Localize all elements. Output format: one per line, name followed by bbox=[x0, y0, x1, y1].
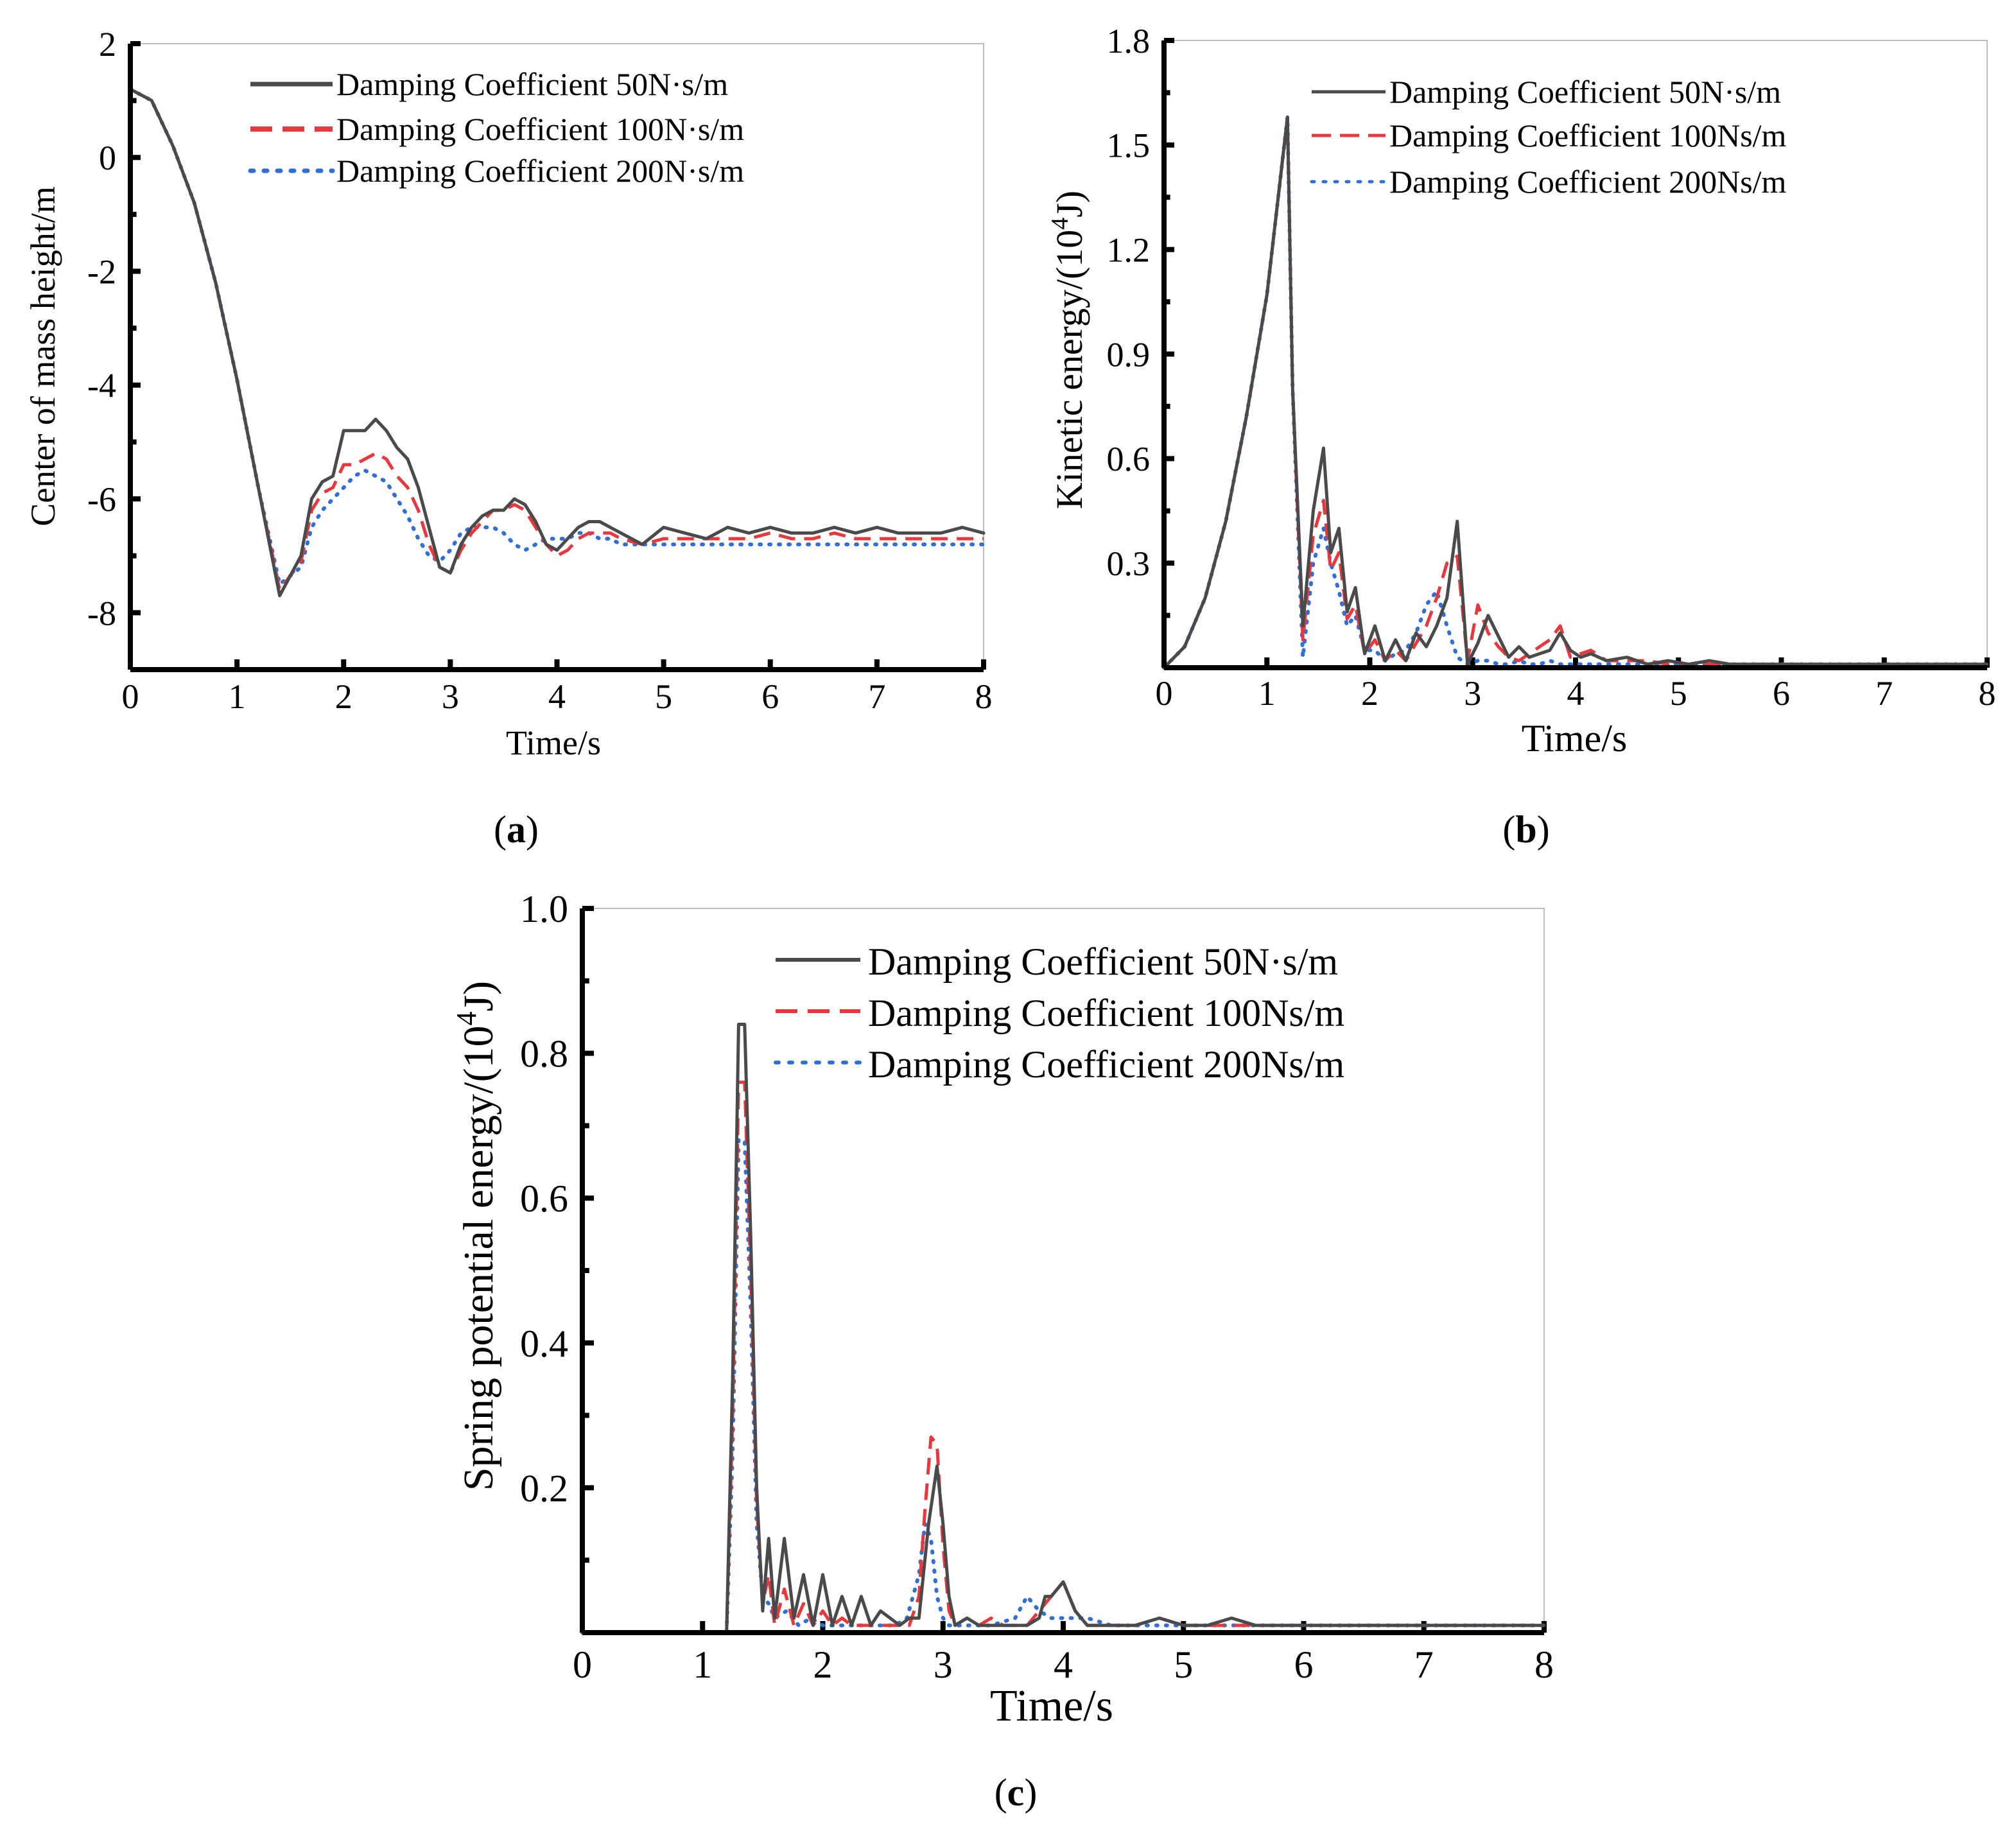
panel-label-b-close: ) bbox=[1537, 808, 1550, 851]
x-tick-label-c-8: 8 bbox=[1534, 1644, 1554, 1686]
y-tick-label-b-0: 0.3 bbox=[1107, 544, 1151, 583]
x-tick-label-b-5: 5 bbox=[1670, 674, 1687, 713]
series-line-b-50 bbox=[1162, 115, 1989, 670]
y-tick-label-a-2: -4 bbox=[87, 367, 116, 405]
chart-b: 0.3 0.6 0.9 1.2 1.5 1.8 0 1 2 3 4 5 6 7 8 Time/s Kine… bbox=[1047, 22, 1996, 759]
plot-area-c bbox=[582, 908, 1545, 1633]
legend-a-label-100: Damping Coefficient 100N·s/m bbox=[336, 111, 744, 147]
x-tick-label-b-7: 7 bbox=[1875, 674, 1893, 713]
panel-label-a: (a) bbox=[494, 808, 539, 851]
x-tick-label-a-7: 7 bbox=[868, 677, 885, 716]
panel-label-a-open: ( bbox=[494, 808, 507, 851]
panel-label-c-letter: c bbox=[1007, 1771, 1025, 1814]
y-ticks-b: 0.3 0.6 0.9 1.2 1.5 1.8 bbox=[1107, 22, 1174, 618]
x-tick-label-c-3: 3 bbox=[934, 1644, 953, 1686]
y-ticks-c: 0.2 0.4 0.6 0.8 1.0 bbox=[520, 888, 594, 1563]
x-tick-label-c-6: 6 bbox=[1294, 1644, 1314, 1686]
x-tick-label-c-1: 1 bbox=[693, 1644, 712, 1686]
y-tick-label-b-3: 1.2 bbox=[1107, 231, 1151, 270]
x-ticks-b: 0 1 2 3 4 5 6 7 8 bbox=[1156, 657, 1996, 713]
x-tick-label-a-4: 4 bbox=[548, 677, 566, 716]
y-tick-label-b-4: 1.5 bbox=[1107, 126, 1151, 165]
panel-label-a-close: ) bbox=[526, 808, 539, 851]
x-tick-label-b-0: 0 bbox=[1156, 674, 1173, 713]
y-tick-label-b-1: 0.6 bbox=[1107, 440, 1151, 478]
chart-a: -8 -6 -4 -2 0 2 0 1 2 3 4 5 6 7 8 Time/s Center of ma… bbox=[24, 25, 993, 762]
x-tick-label-a-2: 2 bbox=[335, 677, 352, 716]
y-axis-label-a: Center of mass height/m bbox=[24, 186, 62, 526]
legend-b: Damping Coefficient 50N·s/m Damping Coef… bbox=[1310, 74, 1787, 200]
panel-label-c-open: ( bbox=[995, 1771, 1007, 1814]
x-tick-label-c-5: 5 bbox=[1174, 1644, 1193, 1686]
legend-b-label-200: Damping Coefficient 200Ns/m bbox=[1389, 164, 1787, 200]
legend-a-label-200: Damping Coefficient 200N·s/m bbox=[336, 153, 744, 189]
series-lines-c bbox=[580, 1023, 1546, 1635]
x-tick-label-b-8: 8 bbox=[1979, 674, 1996, 713]
legend-c-label-100: Damping Coefficient 100Ns/m bbox=[868, 992, 1344, 1034]
legend-c: Damping Coefficient 50N·s/m Damping Coef… bbox=[774, 941, 1344, 1086]
x-tick-label-c-4: 4 bbox=[1054, 1644, 1073, 1686]
legend-b-label-50: Damping Coefficient 50N·s/m bbox=[1389, 74, 1781, 110]
x-axis-label-c: Time/s bbox=[990, 1681, 1113, 1731]
y-tick-label-c-2: 0.6 bbox=[520, 1177, 568, 1220]
x-ticks-a: 0 1 2 3 4 5 6 7 8 bbox=[122, 659, 993, 716]
panel-label-c: (c) bbox=[995, 1771, 1038, 1814]
y-tick-label-b-2: 0.9 bbox=[1107, 335, 1151, 374]
x-tick-label-a-8: 8 bbox=[975, 677, 993, 716]
y-tick-label-c-0: 0.2 bbox=[520, 1467, 568, 1509]
x-tick-label-b-4: 4 bbox=[1567, 674, 1585, 713]
x-tick-label-c-2: 2 bbox=[813, 1644, 833, 1686]
y-tick-label-b-5: 1.8 bbox=[1107, 22, 1151, 60]
legend-c-label-50: Damping Coefficient 50N·s/m bbox=[868, 941, 1338, 983]
legend-a-label-50: Damping Coefficient 50N·s/m bbox=[336, 66, 728, 102]
y-axis-label-a-main: Center of mass height/m bbox=[24, 186, 62, 526]
y-axis-label-c-sup: 4 bbox=[451, 1012, 482, 1026]
y-tick-label-a-1: -6 bbox=[87, 480, 116, 519]
y-axis-label-b: Kinetic energy/(104J) bbox=[1047, 191, 1090, 509]
y-tick-label-c-1: 0.4 bbox=[520, 1323, 568, 1365]
y-axis-label-b-sup: 4 bbox=[1047, 218, 1073, 230]
y-tick-label-a-4: 0 bbox=[99, 139, 116, 177]
x-tick-label-b-2: 2 bbox=[1361, 674, 1378, 713]
panel-label-b-letter: b bbox=[1515, 808, 1536, 851]
x-tick-label-a-3: 3 bbox=[442, 677, 459, 716]
x-tick-label-c-7: 7 bbox=[1414, 1644, 1434, 1686]
x-axis-label-a: Time/s bbox=[506, 724, 601, 762]
x-tick-label-a-6: 6 bbox=[761, 677, 779, 716]
series-lines-a bbox=[128, 87, 986, 598]
x-tick-label-a-5: 5 bbox=[655, 677, 672, 716]
panel-label-b-open: ( bbox=[1502, 808, 1515, 851]
x-tick-label-b-1: 1 bbox=[1258, 674, 1276, 713]
y-tick-label-c-3: 0.8 bbox=[520, 1033, 568, 1075]
panel-label-c-close: ) bbox=[1024, 1771, 1037, 1814]
y-axis-label-c-main: Spring potential energy/(10 bbox=[455, 1026, 502, 1491]
series-line-a-50 bbox=[128, 87, 986, 598]
y-axis-label-c-tail: J) bbox=[455, 981, 502, 1012]
legend-a: Damping Coefficient 50N·s/m Damping Coef… bbox=[248, 66, 744, 189]
panel-label-a-letter: a bbox=[507, 808, 526, 851]
y-tick-label-c-4: 1.0 bbox=[520, 888, 568, 930]
legend-b-label-100: Damping Coefficient 100Ns/m bbox=[1389, 117, 1787, 153]
x-axis-label-b: Time/s bbox=[1522, 717, 1628, 759]
x-tick-label-b-3: 3 bbox=[1464, 674, 1481, 713]
series-line-a-200 bbox=[128, 87, 986, 586]
x-ticks-c: 0 1 2 3 4 5 6 7 8 bbox=[573, 1621, 1554, 1686]
y-tick-label-a-3: -2 bbox=[87, 252, 116, 291]
y-tick-label-a-5: 2 bbox=[99, 25, 116, 64]
series-line-a-100 bbox=[129, 87, 984, 592]
legend-c-label-200: Damping Coefficient 200Ns/m bbox=[868, 1043, 1344, 1086]
y-tick-label-a-0: -8 bbox=[87, 594, 116, 632]
series-line-c-50 bbox=[580, 1023, 1546, 1635]
panel-label-b: (b) bbox=[1502, 808, 1549, 851]
series-lines-b bbox=[1162, 115, 1989, 670]
x-tick-label-c-0: 0 bbox=[573, 1644, 592, 1686]
y-axis-label-c: Spring potential energy/(104J) bbox=[451, 981, 502, 1491]
chart-c: 0.2 0.4 0.6 0.8 1.0 0 1 2 3 4 5 6 7 8 Time/s Spring … bbox=[451, 888, 1554, 1731]
y-axis-label-b-tail: J) bbox=[1048, 191, 1090, 218]
x-tick-label-a-0: 0 bbox=[122, 677, 139, 716]
x-tick-label-b-6: 6 bbox=[1773, 674, 1790, 713]
y-axis-label-b-main: Kinetic energy/(10 bbox=[1048, 230, 1090, 509]
x-tick-label-a-1: 1 bbox=[229, 677, 246, 716]
